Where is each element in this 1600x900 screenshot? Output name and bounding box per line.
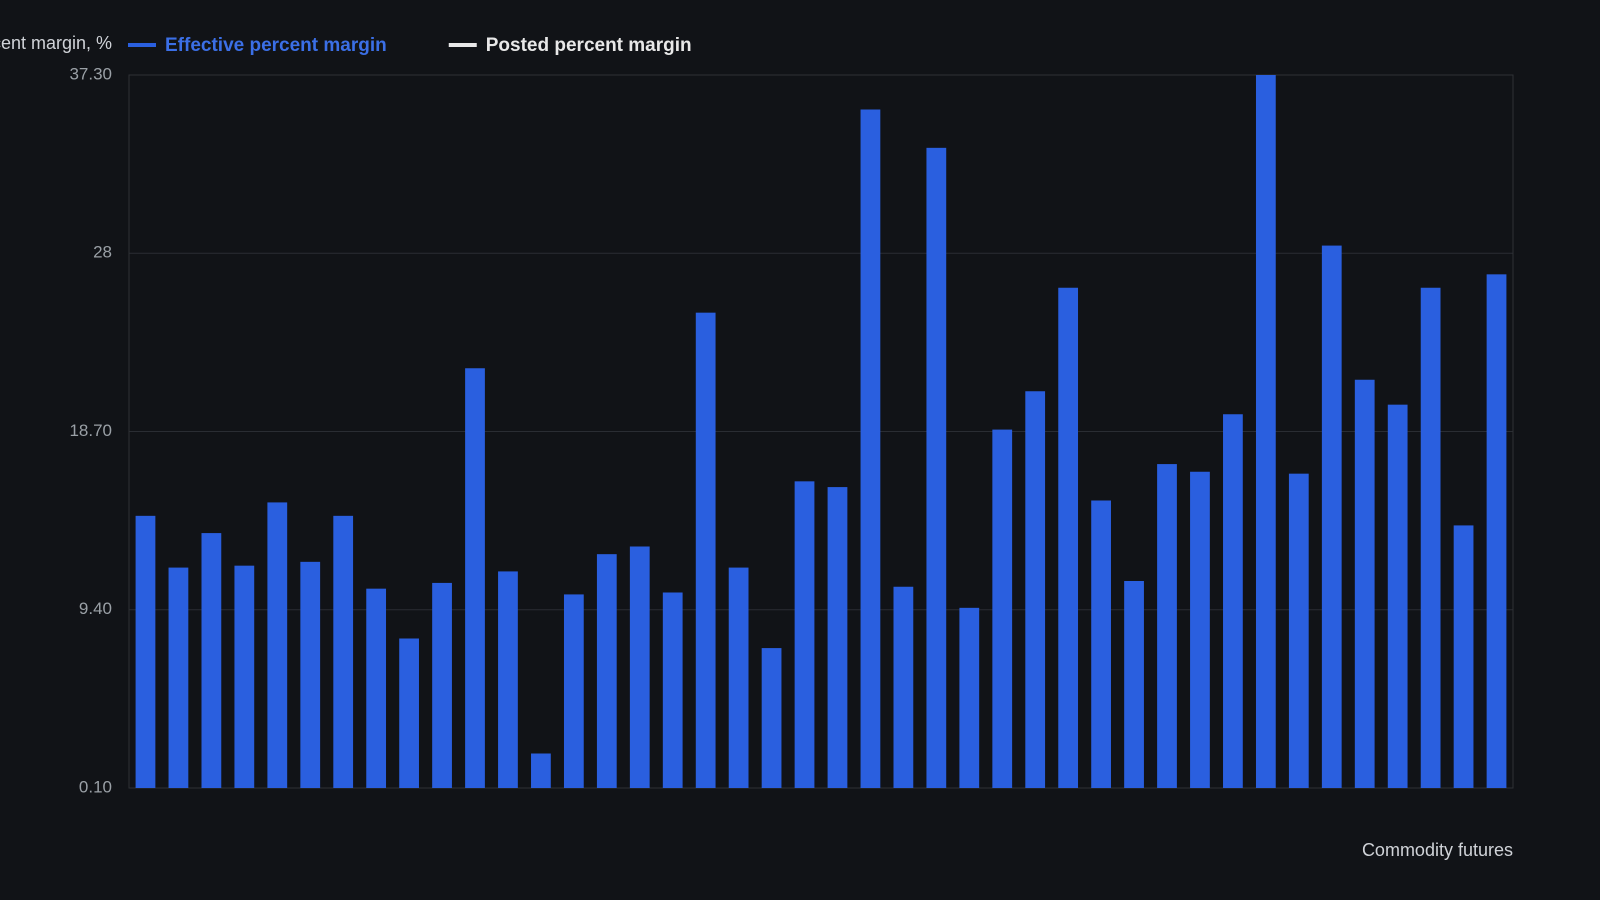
y-tick-label: 0.10 (79, 777, 112, 796)
bar (267, 502, 288, 788)
bar (728, 567, 749, 788)
bar (1058, 287, 1079, 788)
bar (893, 586, 914, 788)
bar (531, 753, 551, 788)
bar (794, 481, 815, 788)
x-axis-label: Commodity futures (1362, 840, 1513, 860)
bar (1420, 287, 1441, 788)
bar (827, 487, 848, 788)
bar (662, 592, 683, 788)
bar (300, 561, 321, 788)
bar (201, 533, 222, 788)
bar (498, 571, 518, 788)
bar (135, 515, 156, 788)
bar (333, 515, 354, 788)
bar (1387, 404, 1408, 788)
bar (1091, 500, 1111, 788)
bar (596, 554, 617, 788)
bar (1354, 379, 1375, 788)
bar (959, 607, 980, 788)
bar (1486, 274, 1507, 788)
bar (1223, 414, 1243, 788)
legend-label: Posted percent margin (486, 35, 692, 56)
bar (1157, 464, 1177, 788)
bar (629, 546, 650, 788)
bar (1321, 245, 1342, 789)
bar (926, 147, 947, 789)
bar (1453, 525, 1474, 788)
bar (761, 648, 782, 788)
plot-frame (128, 74, 1514, 789)
bar (465, 368, 485, 788)
bar (695, 312, 716, 788)
y-tick-label: 37.30 (69, 64, 112, 83)
bar (1124, 581, 1144, 788)
y-axis-label: Percent margin, % (0, 33, 112, 53)
bar (1190, 471, 1210, 788)
bar (399, 638, 419, 788)
bar (563, 594, 584, 788)
bar (1288, 473, 1309, 788)
bar (860, 109, 881, 788)
bar (366, 588, 387, 788)
legend-label: Effective percent margin (165, 35, 387, 56)
bar (432, 582, 452, 788)
y-tick-label: 28 (93, 243, 112, 262)
y-tick-label: 9.40 (79, 599, 112, 618)
bar (168, 567, 189, 788)
bar (992, 429, 1013, 788)
bar (1255, 75, 1276, 788)
bar (1025, 391, 1046, 788)
y-tick-label: 18.70 (69, 421, 112, 440)
bar (234, 565, 255, 788)
